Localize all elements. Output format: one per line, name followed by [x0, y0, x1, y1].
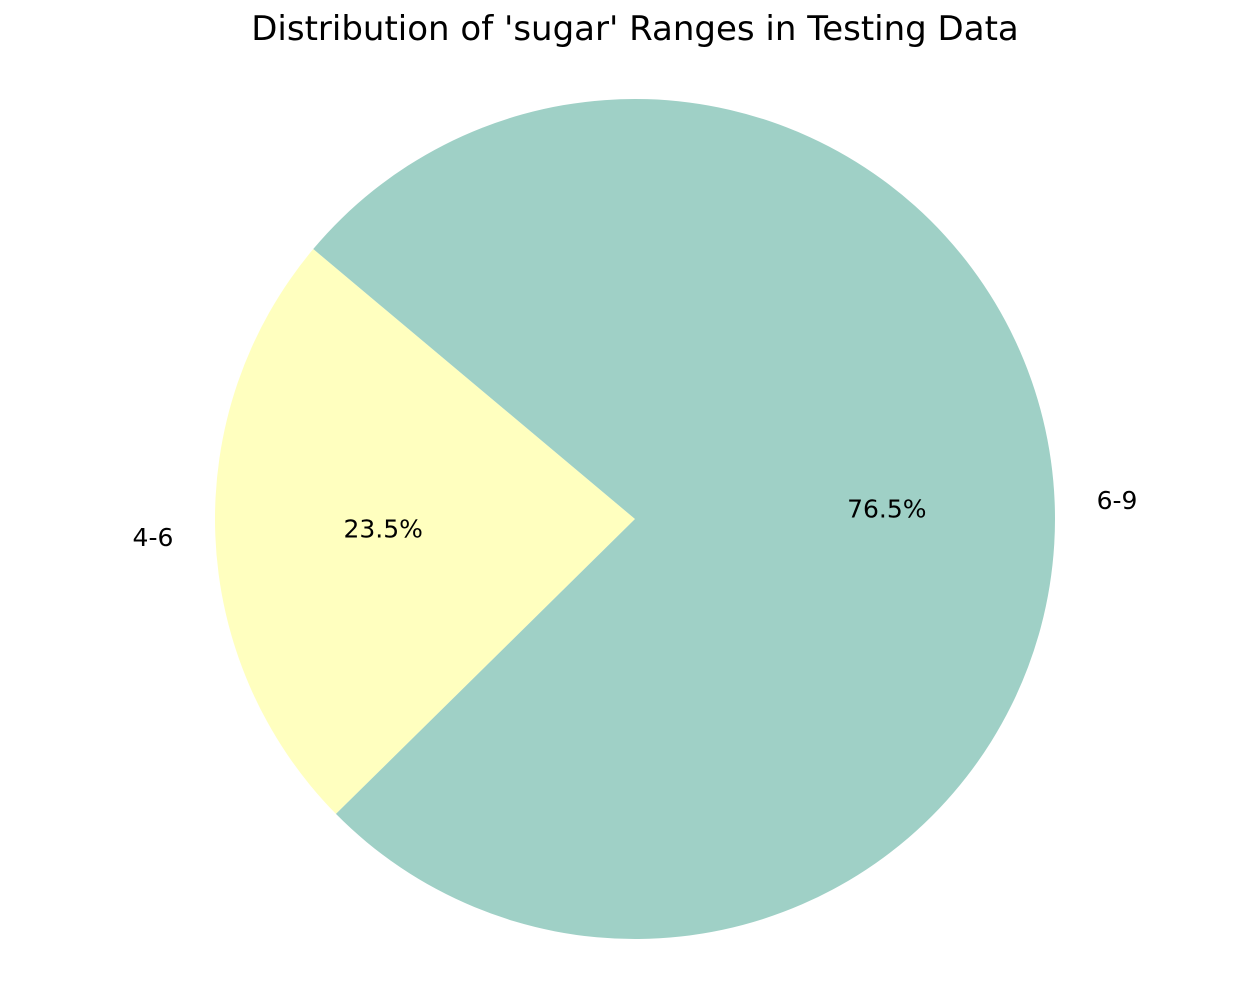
chart-title: Distribution of 'sugar' Ranges in Testin…: [251, 9, 1019, 49]
percent-label-4-6: 23.5%: [343, 515, 422, 544]
pie-slices: [215, 98, 1056, 939]
pie-slice-4-6: [215, 249, 636, 814]
slice-label-4-6: 4-6: [133, 523, 174, 552]
pie-labels: 4-6 23.5% 6-9 76.5%: [133, 486, 1138, 552]
percent-label-6-9: 76.5%: [847, 494, 926, 523]
pie-slice-6-9: [313, 98, 1056, 939]
slice-label-6-9: 6-9: [1097, 486, 1138, 515]
